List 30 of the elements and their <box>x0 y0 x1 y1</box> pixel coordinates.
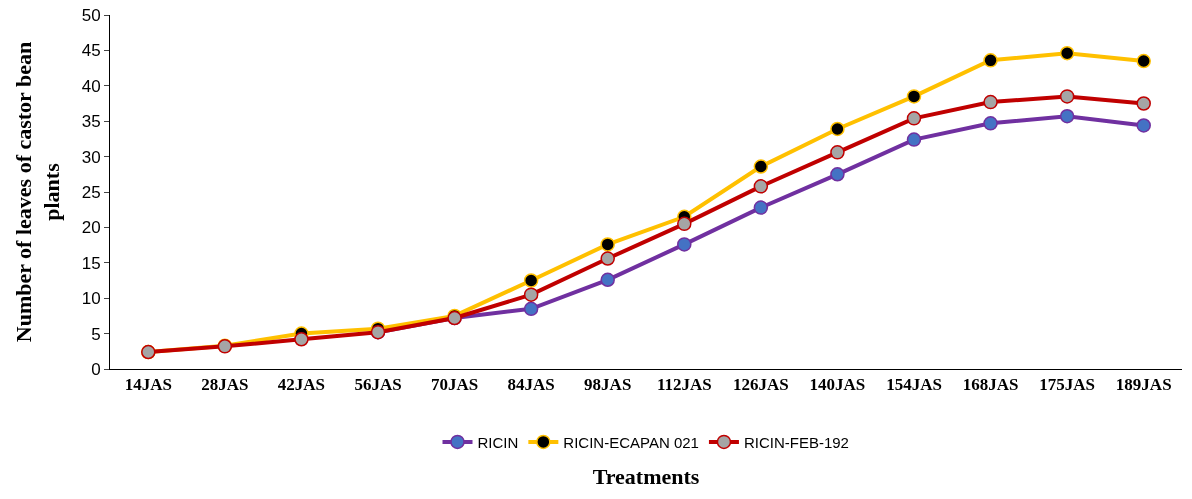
y-tick-label: 15 <box>81 253 101 273</box>
x-tick-label: 175JAS <box>1039 375 1096 395</box>
y-tick-label: 20 <box>81 218 101 238</box>
x-tick-label: 140JAS <box>809 375 866 395</box>
legend-label: RICIN <box>477 433 519 451</box>
x-axis-title: Treatments <box>592 464 700 490</box>
x-tick-label: 28JAS <box>201 375 249 395</box>
x-tick-label: 42JAS <box>277 375 326 395</box>
y-tick-label: 40 <box>81 76 101 96</box>
x-tick-label: 189JAS <box>1115 375 1172 395</box>
y-tick-label: 45 <box>81 41 101 61</box>
y-tick-label: 0 <box>91 359 101 379</box>
x-tick-label: 126JAS <box>732 375 789 395</box>
x-tick-label: 84JAS <box>507 375 555 395</box>
y-tick-label: 10 <box>81 289 101 309</box>
x-tick-label: 56JAS <box>354 375 402 395</box>
y-tick-label: 50 <box>81 5 101 25</box>
x-tick-label: 70JAS <box>430 375 479 395</box>
legend-label: RICIN-ECAPAN 021 <box>563 433 699 451</box>
y-tick-label: 30 <box>81 147 101 167</box>
x-tick-label: 154JAS <box>886 375 942 395</box>
x-tick-label: 14JAS <box>124 375 172 395</box>
y-axis-title: Number of leaves of castor bean plants <box>10 41 65 343</box>
x-tick-label: 98JAS <box>584 375 632 395</box>
x-tick-label: 112JAS <box>656 375 712 395</box>
y-tick-label: 25 <box>81 182 101 202</box>
legend-label: RICIN-FEB-192 <box>743 433 849 451</box>
x-tick-label: 168JAS <box>962 375 1019 395</box>
y-tick-label: 35 <box>81 112 101 132</box>
y-tick-label: 5 <box>91 324 101 344</box>
